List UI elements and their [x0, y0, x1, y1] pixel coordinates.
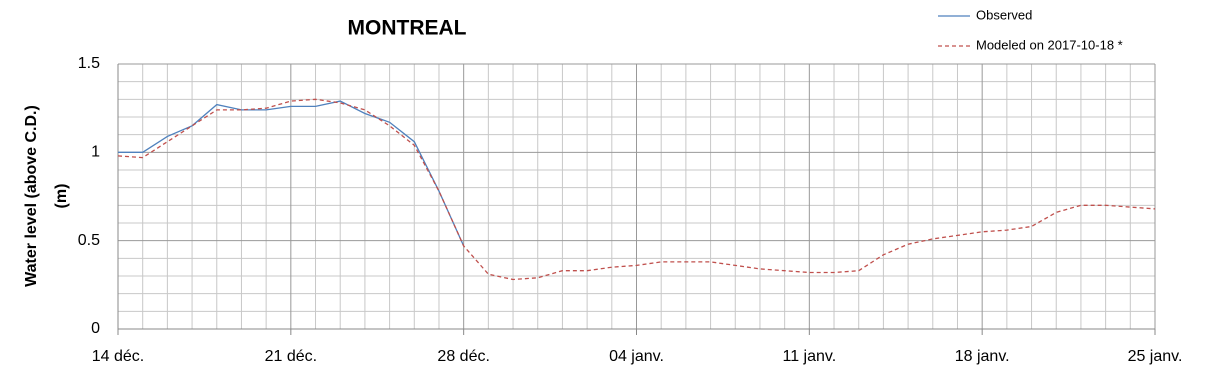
x-tick-label: 18 janv.: [955, 348, 1010, 365]
y-tick-label: 1.5: [78, 55, 100, 72]
x-tick-label: 25 janv.: [1128, 348, 1183, 365]
x-tick-label: 11 janv.: [782, 348, 836, 365]
y-tick-label: 0: [91, 320, 100, 337]
x-tick-label: 21 déc.: [265, 348, 317, 365]
chart-title: MONTREAL: [348, 17, 467, 40]
y-axis-label: Water level (above C.D.): [23, 105, 40, 287]
legend-label: Observed: [976, 7, 1032, 22]
legend-label: Modeled on 2017-10-18 *: [976, 37, 1123, 52]
y-axis-label: (m): [53, 184, 70, 209]
y-tick-label: 1: [91, 144, 100, 161]
x-tick-label: 14 déc.: [92, 348, 144, 365]
y-tick-label: 0.5: [78, 232, 100, 249]
x-tick-label: 28 déc.: [437, 348, 489, 365]
x-tick-label: 04 janv.: [609, 348, 664, 365]
series-line: [118, 100, 465, 247]
series-line: [117, 98, 1156, 281]
